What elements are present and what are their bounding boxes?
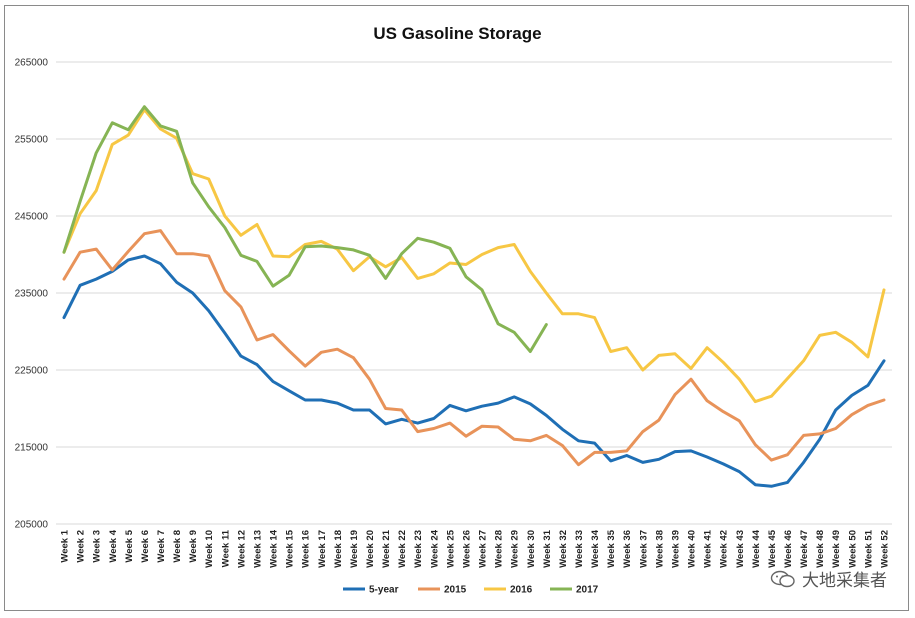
- x-tick-label: Week 36: [622, 530, 633, 568]
- x-tick-label: Week 5: [124, 529, 135, 562]
- x-tick-label: Week 17: [317, 530, 328, 568]
- legend-label: 2017: [576, 585, 599, 596]
- x-tick-label: Week 10: [204, 530, 215, 568]
- y-tick-label: 235000: [15, 289, 49, 300]
- x-tick-label: Week 33: [574, 530, 585, 568]
- legend-label: 5-year: [369, 585, 399, 596]
- legend-label: 2015: [444, 585, 467, 596]
- x-tick-label: Week 13: [252, 530, 263, 568]
- series-lines: [62, 105, 886, 488]
- x-tick-label: Week 27: [478, 530, 489, 568]
- x-tick-label: Week 42: [719, 530, 730, 568]
- legend-item-2016: 2016: [484, 585, 533, 596]
- x-tick-label: Week 39: [670, 530, 681, 568]
- y-tick-label: 205000: [15, 520, 49, 531]
- chart-frame: [4, 5, 909, 611]
- chart-title: US Gasoline Storage: [373, 24, 542, 43]
- x-tick-label: Week 6: [140, 530, 151, 563]
- x-tick-label: Week 26: [461, 530, 472, 568]
- watermark-text: 大地采集者: [802, 571, 887, 591]
- x-tick-label: Week 38: [654, 530, 665, 568]
- x-tick-label: Week 46: [783, 530, 794, 568]
- x-tick-label: Week 12: [236, 530, 247, 568]
- series-line-2015: [62, 229, 886, 467]
- x-tick-label: Week 3: [92, 530, 103, 563]
- x-tick-label: Week 41: [703, 529, 714, 568]
- x-tick-label: Week 4: [108, 529, 119, 562]
- x-tick-label: Week 23: [413, 530, 424, 568]
- legend: 5-year 2015 2016 2017: [343, 585, 599, 596]
- x-tick-label: Week 28: [494, 530, 505, 568]
- wechat-icon: [770, 570, 795, 587]
- x-tick-label: Week 34: [590, 529, 601, 568]
- y-tick-label: 265000: [15, 58, 49, 69]
- x-tick-label: Week 29: [510, 530, 521, 568]
- x-tick-label: Week 32: [558, 530, 569, 568]
- x-tick-label: Week 25: [445, 529, 456, 568]
- y-tick-label: 215000: [15, 443, 49, 454]
- x-tick-label: Week 48: [815, 530, 826, 568]
- y-axis: 205000 215000 225000 235000 245000 255000 2650…: [15, 58, 49, 531]
- x-tick-label: Week 14: [269, 529, 280, 568]
- x-tick-label: Week 40: [687, 530, 698, 568]
- x-tick-label: Week 1: [60, 529, 71, 562]
- x-tick-label: Week 47: [799, 530, 810, 568]
- y-tick-label: 225000: [15, 366, 49, 377]
- x-tick-label: Week 52: [879, 530, 890, 568]
- x-tick-label: Week 2: [76, 530, 87, 563]
- legend-item-2015: 2015: [418, 585, 467, 596]
- x-tick-label: Week 15: [285, 529, 296, 568]
- x-tick-label: Week 19: [349, 530, 360, 568]
- x-tick-label: Week 18: [333, 530, 344, 568]
- legend-item-2017: 2017: [550, 585, 599, 596]
- gridlines: [56, 61, 892, 525]
- x-tick-label: Week 50: [847, 530, 858, 568]
- x-tick-label: Week 30: [526, 530, 537, 568]
- x-tick-label: Week 8: [172, 530, 183, 563]
- x-tick-label: Week 16: [301, 530, 312, 568]
- x-tick-label: Week 9: [188, 530, 199, 563]
- y-tick-label: 245000: [15, 212, 49, 223]
- x-tick-label: Week 24: [429, 529, 440, 568]
- watermark: 大地采集者: [770, 566, 887, 591]
- series-line-2016: [62, 108, 886, 404]
- x-tick-label: Week 44: [751, 529, 762, 568]
- series-line-2017: [62, 105, 548, 353]
- legend-label: 2016: [510, 585, 533, 596]
- x-tick-label: Week 7: [156, 530, 167, 563]
- x-tick-label: Week 35: [606, 529, 617, 568]
- x-tick-label: Week 43: [735, 530, 746, 568]
- x-tick-label: Week 45: [767, 529, 778, 568]
- series-line-5-year: [62, 254, 886, 488]
- x-axis: Week 1 Week 2 Week 3 Week 4 Week 5 Week 6 Week…: [60, 529, 891, 568]
- x-tick-label: Week 49: [831, 530, 842, 568]
- x-tick-label: Week 22: [397, 530, 408, 568]
- y-tick-label: 255000: [15, 135, 49, 146]
- x-tick-label: Week 20: [365, 530, 376, 568]
- x-tick-label: Week 31: [542, 529, 553, 568]
- x-tick-label: Week 51: [863, 529, 874, 568]
- x-tick-label: Week 37: [638, 530, 649, 568]
- x-tick-label: Week 11: [220, 529, 231, 567]
- legend-item-5-year: 5-year: [343, 585, 399, 596]
- x-tick-label: Week 21: [381, 529, 392, 568]
